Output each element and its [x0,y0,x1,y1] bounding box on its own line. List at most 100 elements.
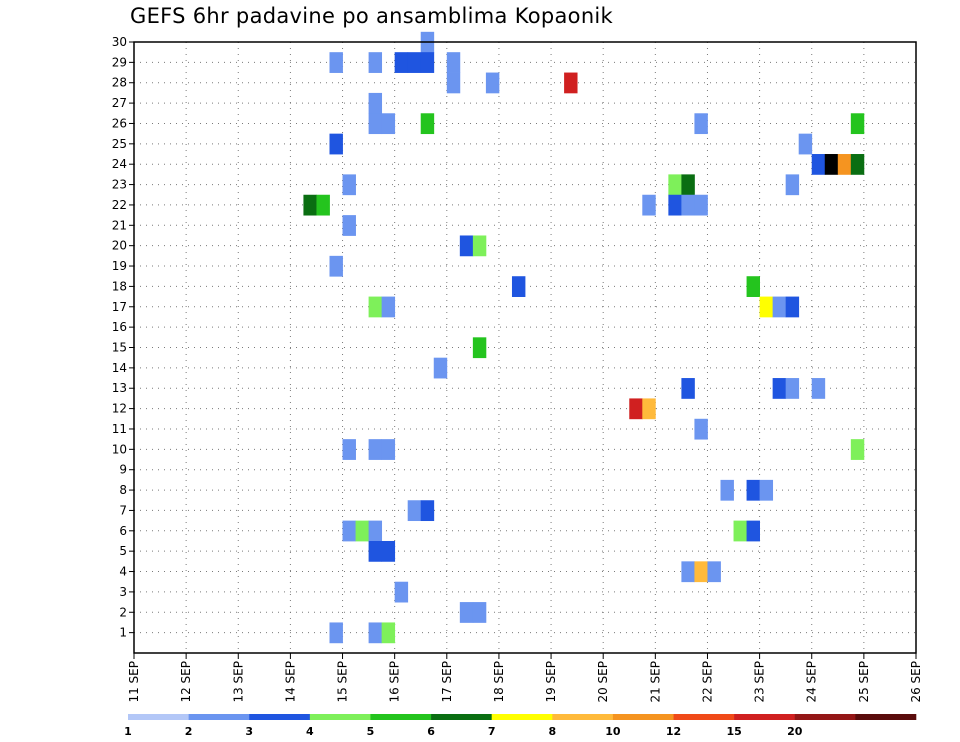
precip-cell [394,52,409,73]
colorbar-segment [855,714,917,720]
x-tick-label: 12 SEP [179,661,193,703]
x-tick-label: 15 SEP [336,661,350,703]
precip-cell [355,520,369,542]
x-tick-label: 25 SEP [857,661,871,703]
y-tick-label: 13 [112,381,127,395]
y-tick-label: 16 [112,320,127,334]
precip-cell [368,296,383,318]
y-tick-label: 26 [112,116,127,130]
x-tick-label: 20 SEP [596,661,610,703]
colorbar-segment [431,714,492,720]
precip-cell [368,113,383,135]
y-tick-label: 15 [112,341,127,355]
y-tick-label: 9 [119,463,127,477]
precip-cell [850,113,865,135]
precip-cell [772,296,787,318]
colorbar-label: 3 [245,725,253,738]
precip-cell [850,439,865,460]
precip-cell [381,622,396,644]
precip-cell [329,52,343,73]
precip-cell [368,622,383,644]
precip-cell [694,418,708,440]
colorbar-label: 8 [548,725,556,738]
colorbar-label: 2 [185,725,193,738]
precip-cell [511,276,526,297]
precip-cell [342,439,356,460]
precip-cell [342,215,356,236]
precip-cell [381,113,396,135]
precip-cell [811,154,826,175]
y-tick-label: 27 [112,96,127,110]
colorbar-segment [188,714,250,720]
y-tick-label: 4 [119,565,127,579]
precip-cell [420,52,435,73]
colorbar-label: 1 [124,725,132,738]
y-tick-label: 30 [112,35,127,49]
y-tick-label: 1 [119,626,127,640]
precip-cell [342,174,356,196]
colorbar-label: 4 [306,725,314,738]
precip-cell [785,378,800,399]
y-tick-label: 6 [119,524,127,538]
x-tick-label: 14 SEP [283,661,297,703]
precip-cell [407,52,422,73]
y-tick-label: 11 [112,422,127,436]
x-tick-label: 23 SEP [753,661,767,703]
precip-cell [642,194,656,216]
x-tick-label: 24 SEP [805,661,819,703]
colorbar-label: 5 [367,725,375,738]
y-tick-label: 25 [112,137,127,151]
y-tick-label: 14 [112,361,127,375]
precip-cell [733,520,747,542]
precip-cell [394,581,409,603]
precip-cell [759,296,774,318]
precip-cell [316,194,330,216]
precip-cell [329,255,343,277]
precip-cell [772,378,787,399]
precip-cell [329,622,343,644]
y-tick-label: 12 [112,402,127,416]
precip-cell [433,357,448,379]
precip-cell [707,561,721,583]
precip-cell [785,296,800,318]
colorbar-label: 15 [726,725,741,738]
y-tick-label: 22 [112,198,127,212]
ensemble-cells [303,31,865,644]
colorbar-segment [552,714,614,720]
colorbar-label: 10 [605,725,621,738]
colorbar-segment [309,714,371,720]
y-tick-label: 23 [112,178,127,192]
precip-cell [759,479,774,501]
precip-cell [681,561,695,583]
colorbar-segment [128,714,189,720]
precip-cell [472,337,487,359]
x-tick-label: 22 SEP [700,661,714,703]
precip-cell [381,296,396,318]
precip-cell [368,52,383,73]
y-axis-ticks: 1234567891011121314151617181920212223242… [112,35,134,640]
y-tick-label: 18 [112,279,127,293]
y-tick-label: 28 [112,76,127,90]
precip-cell [681,378,695,399]
precip-cell [368,540,383,562]
x-tick-label: 26 SEP [909,661,923,703]
precip-cell [420,113,435,135]
precip-cell [798,133,813,155]
y-tick-label: 19 [112,259,127,273]
precip-cell [459,602,474,623]
precip-cell [459,235,474,257]
precip-cell [811,378,826,399]
precip-cell [668,194,682,216]
precip-cell [785,174,800,196]
precip-cell [472,235,487,257]
precip-cell [694,561,708,583]
precip-cell [485,72,500,94]
precip-cell [381,540,396,562]
precip-cell [564,72,578,94]
precip-cell [368,439,383,460]
y-tick-label: 7 [119,503,127,517]
grid-lines [134,42,916,653]
y-tick-label: 5 [119,544,127,558]
colorbar-segment [612,714,674,720]
x-tick-label: 13 SEP [231,661,245,703]
